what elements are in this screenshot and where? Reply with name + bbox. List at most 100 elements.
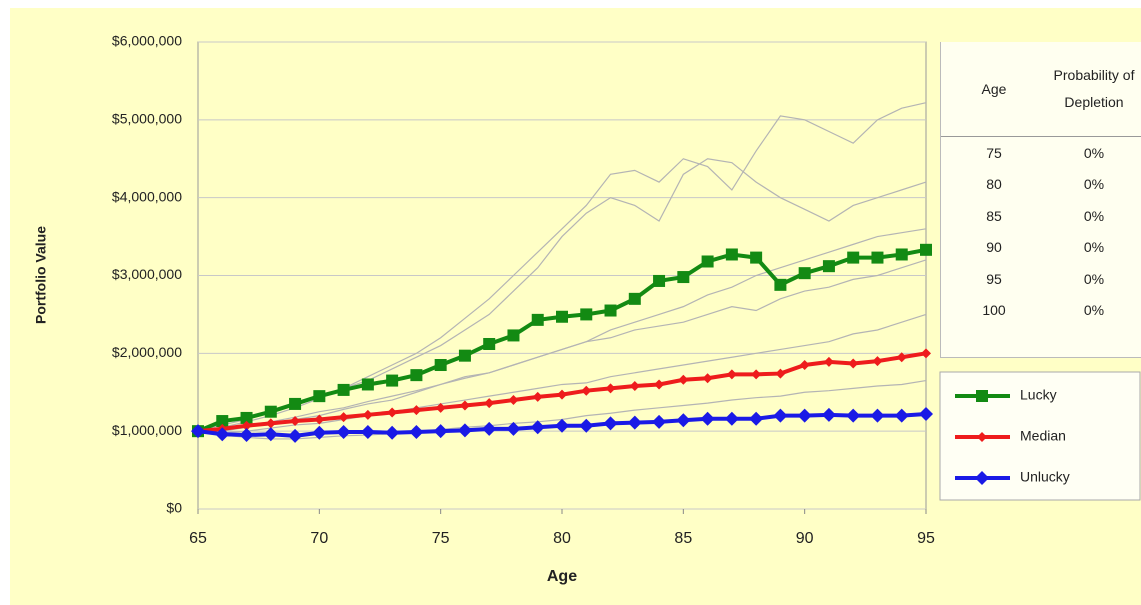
table-cell: 0% — [1083, 270, 1105, 287]
marker — [337, 383, 350, 396]
marker — [724, 411, 739, 426]
y-tick-label: $4,000,000 — [112, 188, 182, 204]
table-row: 80 0% — [941, 169, 1141, 201]
marker — [799, 360, 810, 371]
marker — [725, 248, 738, 261]
marker — [654, 379, 665, 390]
marker — [557, 389, 567, 400]
marker — [216, 415, 229, 428]
marker — [556, 310, 568, 323]
y-tick-label: $3,000,000 — [112, 266, 182, 282]
marker — [532, 391, 543, 402]
marker — [338, 412, 349, 423]
legend-label: Median — [1020, 428, 1066, 444]
x-tick-label: 70 — [310, 530, 328, 547]
y-axis-label: Portfolio Value — [33, 226, 49, 324]
marker — [677, 271, 690, 284]
marker — [822, 260, 835, 273]
marker — [870, 408, 885, 423]
table-cell: 0% — [1083, 207, 1105, 224]
marker — [264, 405, 277, 418]
marker — [581, 385, 592, 396]
marker — [360, 424, 375, 439]
table: Age Probability of Depletion 75 0% 80 0% 85 0… — [941, 42, 1141, 326]
marker — [678, 374, 689, 385]
table-row: 100 0% — [941, 295, 1141, 327]
table-cell: 75 — [986, 144, 1002, 161]
table-cell: 0% — [1083, 144, 1105, 161]
table-cell: 85 — [986, 207, 1002, 224]
marker — [726, 369, 737, 380]
table-header: Probability of Depletion — [1047, 42, 1141, 137]
marker — [459, 400, 470, 411]
marker — [314, 414, 325, 425]
marker — [580, 308, 593, 321]
marker — [555, 418, 569, 433]
marker — [241, 420, 252, 431]
table-cell: 0% — [1083, 302, 1105, 319]
marker — [846, 408, 861, 423]
marker — [773, 408, 788, 423]
x-tick-label: 80 — [553, 530, 571, 547]
marker — [847, 251, 860, 264]
legend-label: Unlucky — [1020, 469, 1070, 485]
marker — [976, 390, 988, 402]
marker — [920, 243, 932, 256]
marker — [977, 432, 987, 442]
marker — [702, 373, 713, 384]
marker — [506, 421, 521, 436]
y-tick-label: $0 — [166, 500, 182, 516]
table-cell: 100 — [982, 302, 1006, 319]
marker — [797, 408, 812, 423]
marker — [385, 425, 400, 440]
x-tick-label: 95 — [917, 530, 935, 547]
marker — [531, 313, 544, 326]
marker — [798, 267, 811, 280]
marker — [848, 358, 859, 369]
marker — [336, 424, 351, 439]
marker — [215, 427, 230, 442]
marker — [386, 374, 399, 387]
marker — [604, 304, 617, 317]
marker — [263, 427, 278, 442]
marker — [312, 425, 327, 440]
x-tick-label: 85 — [674, 530, 692, 547]
marker — [434, 359, 447, 372]
marker — [751, 369, 762, 380]
marker — [975, 471, 989, 485]
marker — [895, 248, 908, 261]
marker — [507, 329, 520, 342]
marker — [458, 349, 471, 362]
marker — [628, 292, 641, 305]
x-axis-label: Age — [547, 568, 577, 585]
marker — [290, 416, 301, 427]
marker — [775, 368, 786, 379]
marker — [579, 418, 594, 433]
marker — [288, 428, 303, 443]
table-cell: 90 — [986, 239, 1002, 256]
marker — [289, 397, 302, 410]
marker — [603, 416, 618, 431]
marker — [676, 413, 691, 428]
marker — [435, 402, 446, 413]
marker — [240, 411, 253, 424]
marker — [821, 407, 836, 422]
marker — [700, 411, 715, 426]
y-tick-label: $6,000,000 — [112, 33, 182, 49]
marker — [191, 424, 205, 439]
y-tick-label: $2,000,000 — [112, 344, 182, 360]
marker — [362, 409, 373, 420]
marker — [605, 383, 616, 394]
marker — [894, 408, 909, 423]
marker — [750, 251, 763, 264]
table-row: 95 0% — [941, 263, 1141, 295]
table-row: 90 0% — [941, 232, 1141, 264]
marker — [457, 423, 472, 438]
marker — [871, 251, 884, 264]
marker — [701, 255, 714, 268]
x-tick-label: 90 — [796, 530, 814, 547]
simulation-line — [197, 228, 927, 432]
marker — [823, 356, 834, 367]
table-cell: 0% — [1083, 176, 1105, 193]
marker — [265, 418, 276, 429]
